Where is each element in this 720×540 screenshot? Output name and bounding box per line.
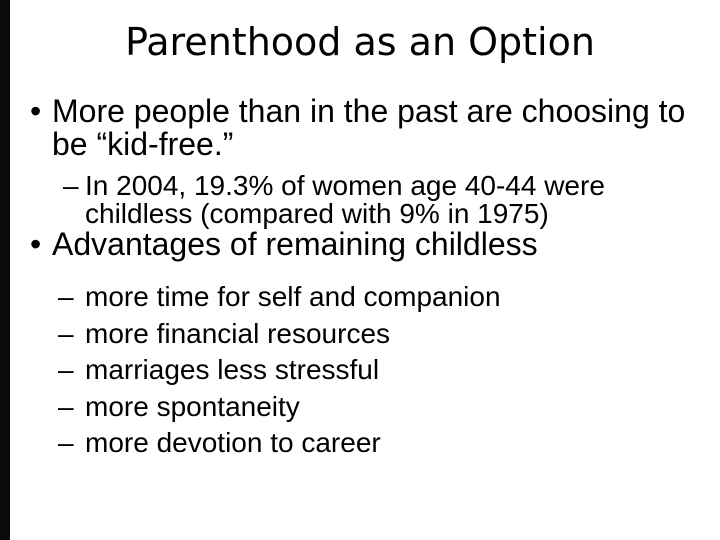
bullet-marker: • [30, 226, 42, 262]
dash-marker: – [58, 354, 74, 386]
bullet-item-kid-free: • More people than in the past are choos… [30, 95, 702, 161]
sub-bullet-text: In 2004, 19.3% of women age 40-44 were c… [85, 170, 605, 229]
sub-bullet-statistic: – In 2004, 19.3% of women age 40-44 were… [63, 170, 645, 229]
dash-marker: – [58, 390, 74, 422]
list-item: – marriages less stressful [58, 352, 501, 389]
dash-marker: – [58, 317, 74, 349]
list-item: – more time for self and companion [58, 279, 501, 316]
bullet-text: More people than in the past are choosin… [52, 93, 686, 162]
advantages-sub-list: – more time for self and companion – mor… [58, 279, 501, 462]
sub-bullet-text: more devotion to career [85, 427, 381, 459]
sub-bullet-text: more spontaneity [85, 390, 300, 422]
list-item: – more spontaneity [58, 389, 501, 426]
sub-bullet-text: more financial resources [85, 317, 391, 349]
bullet-marker: • [30, 93, 42, 129]
dash-marker: – [58, 281, 74, 312]
slide-title: Parenthood as an Option [125, 20, 595, 64]
list-item: – more devotion to career [58, 425, 501, 462]
sub-bullet-text: marriages less stressful [85, 354, 380, 386]
dash-marker: – [63, 170, 79, 201]
bullet-item-advantages: • Advantages of remaining childless [30, 228, 712, 261]
bullet-text: Advantages of remaining childless [52, 226, 538, 262]
slide-edge-bar [0, 0, 10, 540]
sub-bullet-text: more time for self and companion [85, 281, 501, 312]
list-item: – more financial resources [58, 316, 501, 353]
dash-marker: – [58, 427, 74, 459]
